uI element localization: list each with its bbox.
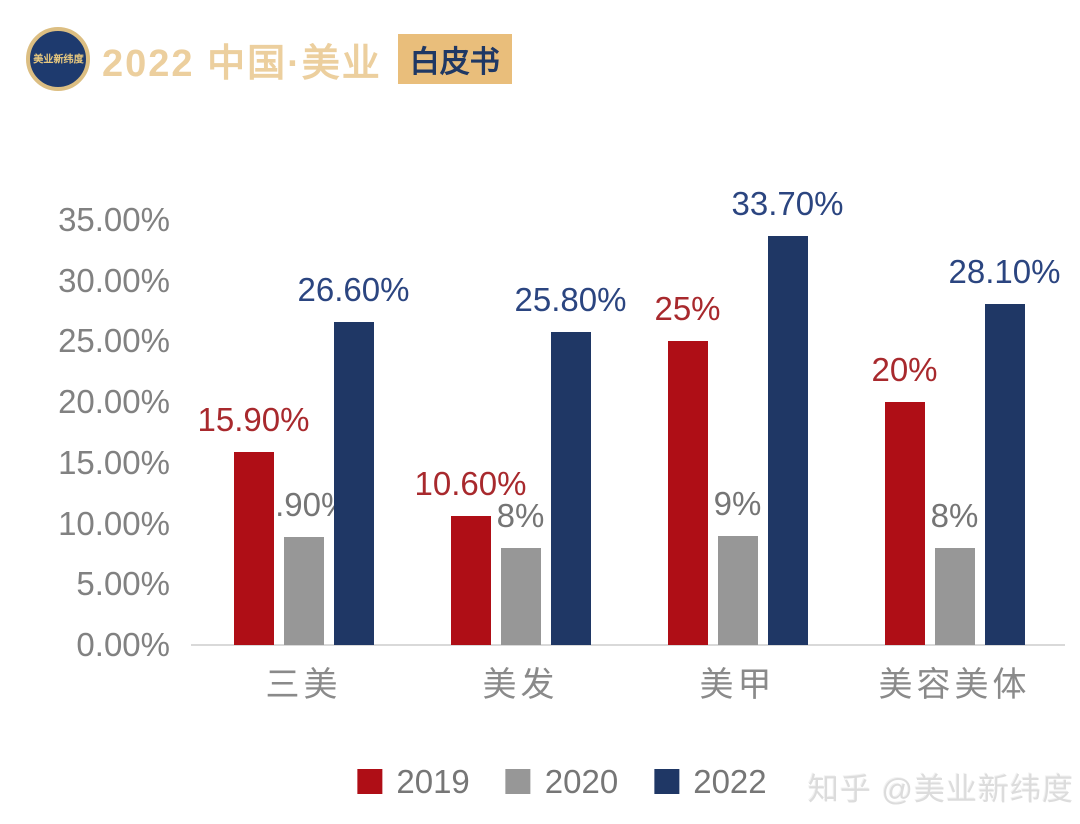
bar-group-4: 20% 8% 28.10% [846,220,1063,645]
x-axis-label-2: 美发 [482,667,559,704]
legend-item-2019: 2019 [357,763,470,800]
y-axis-tick-35: 35.00% [58,201,170,238]
y-axis-tick-5: 5.00% [76,565,170,603]
legend-label-2020: 2020 [544,763,619,800]
y-axis-tick-0: 0.00% [76,626,170,663]
bar-slot-2019-2: 10.60% [415,220,526,645]
value-label-2022-4: 28.10% [948,252,1061,290]
value-label-2022-1: 26.60% [297,271,410,308]
legend-swatch-2019 [357,769,383,794]
bar-2022-1 [333,322,374,645]
bar-2020-1 [283,536,324,645]
legend-swatch-2020 [505,769,531,794]
brand-logo-text: 美业新纬度 [32,54,84,66]
value-label-2019-1: 15.90% [197,400,310,438]
x-axis-labels: 三美 美发 美甲 美容美体 [195,657,1063,706]
bar-slot-2019-4: 20% [871,220,938,645]
bar-2019-1 [233,451,274,645]
bar-slot-2022-3: 33.70% [732,185,843,645]
bar-2020-2 [500,547,541,645]
chart-legend: 2019 2020 2022 [357,763,767,800]
bar-2019-2 [450,516,491,645]
x-axis-label-3: 美甲 [699,667,776,704]
bar-slot-2022-2: 25.80% [515,220,626,645]
bar-group-3: 25% 9% 33.70% [629,185,846,645]
bar-2022-4 [984,303,1025,645]
title-badge: 白皮书 [397,34,512,84]
legend-item-2020: 2020 [505,763,619,800]
brand-logo: 美业新纬度 [26,27,90,91]
x-axis-label-1: 三美 [265,667,342,704]
x-axis-label-4: 美容美体 [878,667,1031,704]
value-label-2019-3: 25% [654,290,721,328]
bar-slot-2022-4: 28.10% [949,220,1060,645]
bar-slot-2019-3: 25% [654,220,721,645]
watermark: 知乎 @美业新纬度 [807,772,1074,807]
y-axis-tick-10: 10.00% [58,504,170,542]
bar-2019-4 [884,402,925,645]
bar-chart: 35.00% 30.00% 25.00% 20.00% 15.00% 10.00% 5.00… [25,185,1065,775]
y-axis-tick-20: 20.00% [58,383,170,421]
bar-2019-3 [667,341,708,645]
value-label-2022-3: 33.70% [731,184,844,222]
bar-group-1: 15.90% 8.90% 26.60% [195,220,412,645]
bar-2020-4 [934,547,975,645]
plot-area: 15.90% 8.90% 26.60% 10.60% 8% 25.80% 25% 9% 33.7… [195,185,1063,645]
x-axis-line [191,644,1065,646]
bar-2022-3 [767,235,808,645]
legend-label-2022: 2022 [693,763,767,800]
value-label-2022-2: 25.80% [514,280,627,318]
page-title: 2022 中国·美业 [102,42,382,85]
bar-2020-3 [717,535,758,645]
header: 美业新纬度 2022 中国·美业 白皮书 [26,25,512,93]
value-label-2020-4: 8% [930,496,979,534]
bar-slot-2022-1: 26.60% [298,220,409,645]
y-axis-tick-25: 25.00% [58,322,170,360]
bar-slot-2020-3: 9% [714,220,761,645]
value-label-2019-4: 20% [871,351,938,389]
value-label-2019-2: 10.60% [414,465,527,503]
y-axis-tick-15: 15.00% [58,443,170,481]
legend-label-2019: 2019 [396,763,470,800]
bar-slot-2019-1: 15.90% [198,220,309,645]
bar-slot-2020-2: 8% [497,220,544,645]
value-label-2020-3: 9% [713,484,762,522]
legend-item-2022: 2022 [654,763,767,800]
bar-2022-2 [550,331,591,645]
bar-group-2: 10.60% 8% 25.80% [412,220,629,645]
y-axis-tick-30: 30.00% [58,261,170,299]
bar-slot-2020-4: 8% [931,220,978,645]
legend-swatch-2022 [654,769,680,794]
value-label-2020-2: 8% [496,496,545,534]
